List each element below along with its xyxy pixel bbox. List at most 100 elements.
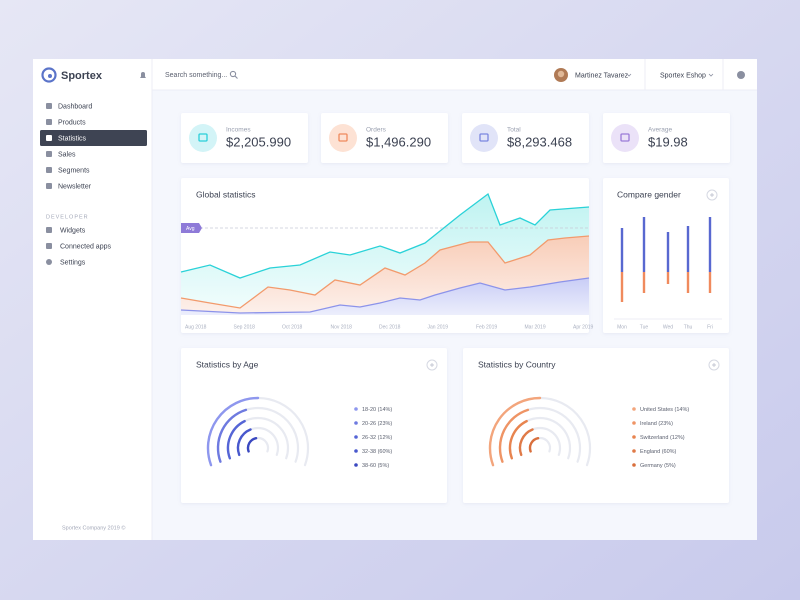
stat-card [462, 113, 589, 163]
legend-item: 38-60 (5%) [362, 463, 389, 469]
x-label: Nov 2018 [331, 324, 353, 330]
shop-select[interactable]: Sportex Eshop [660, 72, 706, 79]
card-title: Global statistics [196, 189, 256, 199]
bar-female [708, 272, 712, 293]
menu-icon [46, 183, 52, 189]
add-plus [430, 363, 434, 367]
legend-item: 32-38 (60%) [362, 449, 392, 455]
menu-item[interactable]: Settings [60, 259, 86, 266]
bar-male [620, 228, 624, 272]
x-label: Oct 2018 [282, 324, 303, 330]
ring [518, 428, 534, 457]
add-plus [712, 363, 716, 367]
ring [216, 408, 248, 463]
bar-male [666, 232, 670, 272]
ring [508, 419, 528, 460]
menu-icon [46, 103, 52, 109]
stat-value: $2,205.990 [226, 134, 291, 149]
ring [206, 396, 260, 467]
bar-male [642, 217, 646, 272]
add-plus [710, 193, 714, 197]
legend-dot [632, 421, 636, 425]
menu-icon [46, 151, 52, 157]
stat-label: Total [507, 127, 521, 134]
add-button[interactable] [426, 359, 438, 371]
stat-icon [338, 133, 348, 142]
line [180, 235, 590, 309]
legend-item: Switzerland (12%) [640, 435, 685, 441]
menu-item[interactable]: Dashboard [58, 103, 92, 110]
menu-item[interactable]: Widgets [60, 227, 86, 234]
x-label: Jan 2019 [428, 324, 449, 330]
legend-item: Ireland (23%) [640, 421, 673, 427]
legend-item: England (60%) [640, 449, 677, 455]
card-title: Statistics by Age [196, 359, 259, 369]
topbar [152, 59, 757, 90]
stat-label: Average [648, 127, 672, 134]
help-icon[interactable] [737, 71, 745, 79]
menu-item[interactable]: Segments [58, 167, 90, 174]
x-label: Fri [707, 324, 713, 330]
footer: Sportex Company 2019 © [62, 524, 125, 531]
menu-icon [46, 135, 52, 141]
stat-value: $19.98 [648, 134, 688, 149]
card [181, 348, 447, 503]
stat-label: Incomes [226, 127, 251, 134]
legend-dot [632, 463, 636, 467]
add-button[interactable] [706, 189, 718, 201]
x-label: Mar 2019 [525, 324, 546, 330]
stat-icon-bg [329, 124, 357, 152]
x-label: Feb 2019 [476, 324, 497, 330]
avatar-face [557, 70, 565, 78]
menu-item[interactable]: Newsletter [58, 183, 92, 190]
legend-dot [354, 463, 358, 467]
x-label: Mon [617, 324, 627, 330]
x-label: Thu [684, 324, 693, 330]
stat-icon-bg [611, 124, 639, 152]
legend-dot [632, 435, 636, 439]
card-title: Compare gender [617, 189, 681, 199]
ring [488, 396, 542, 467]
x-label: Dec 2018 [379, 324, 401, 330]
stat-card [321, 113, 448, 163]
ring [528, 436, 540, 453]
stat-icon-bg [189, 124, 217, 152]
add-button[interactable] [708, 359, 720, 371]
search-icon-handle [234, 75, 238, 79]
bar-female [620, 272, 624, 302]
line [180, 192, 590, 279]
caret [708, 73, 714, 77]
bar-female [666, 272, 670, 284]
menu-item[interactable]: Products [58, 119, 86, 126]
search-icon [229, 70, 237, 78]
bell-icon[interactable] [140, 72, 146, 78]
caret [626, 73, 632, 77]
menu-icon [46, 227, 52, 233]
line [180, 277, 590, 314]
x-label: Apr 2019 [573, 324, 594, 330]
stat-card [181, 113, 308, 163]
menu-item[interactable]: Sales [58, 151, 76, 158]
menu-item[interactable]: Connected apps [60, 243, 111, 250]
search-input[interactable]: Search something... [165, 72, 227, 79]
legend-item: Germany (5%) [640, 463, 676, 469]
stat-value: $8,293.468 [507, 134, 572, 149]
card-title: Statistics by Country [478, 359, 556, 369]
menu-item[interactable]: Statistics [58, 135, 87, 142]
menu-active[interactable] [40, 130, 147, 146]
x-label: Wed [663, 324, 673, 330]
section-label: DEVELOPER [46, 214, 89, 220]
legend-dot [632, 449, 636, 453]
x-label: Aug 2018 [185, 324, 207, 330]
logo [41, 67, 57, 83]
stat-value: $1,496.290 [366, 134, 431, 149]
stat-card [603, 113, 730, 163]
logo-dot [48, 74, 52, 78]
area [181, 278, 589, 315]
card [603, 178, 729, 333]
stat-label: Orders [366, 127, 387, 134]
user-name[interactable]: Martinez Tavarez [575, 72, 629, 79]
legend-dot [354, 421, 358, 425]
